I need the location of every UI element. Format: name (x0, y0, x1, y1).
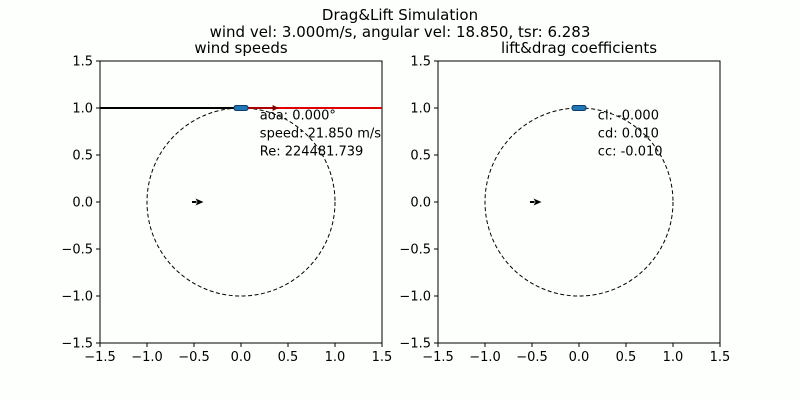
y-tick-label: 1.0 (72, 102, 93, 117)
x-tick-label: 0.0 (569, 350, 590, 365)
annotation-text: aoa: 0.000° (260, 108, 336, 123)
panel-title-wind-speeds: wind speeds (194, 39, 288, 57)
y-tick-label: 1.5 (72, 55, 93, 70)
x-tick-label: −1.5 (422, 350, 454, 365)
y-tick-label: −0.5 (61, 243, 93, 258)
annotation-text: cd: 0.010 (598, 126, 659, 141)
wind-speeds-panel: wind speeds −1.5 −1.0 −0.5 0.0 0.5 1.0 1.5 1.5 1… (61, 39, 392, 365)
y-tick-label: 0.0 (72, 196, 93, 211)
y-tick-label: 0.0 (410, 196, 431, 211)
x-tick-label: −1.0 (469, 350, 501, 365)
velocity-arrow-head (272, 105, 279, 111)
wind-arrow-head (533, 198, 542, 206)
annotation-text: cl: -0.000 (598, 108, 659, 123)
figure-subtitle: wind vel: 3.000m/s, angular vel: 18.850,… (210, 23, 591, 41)
lift-drag-panel: lift&drag coefficients −1.5 −1.0 −0.5 0.0 0.… (399, 39, 730, 365)
panel-title-lift-drag: lift&drag coefficients (501, 39, 657, 57)
figure-title: Drag&Lift Simulation (322, 6, 478, 24)
x-tick-label: −1.0 (131, 350, 163, 365)
y-tick-label: −1.5 (61, 337, 93, 352)
x-tick-label: −0.5 (178, 350, 210, 365)
y-tick-label: −0.5 (399, 243, 431, 258)
y-tick-label: 1.0 (410, 102, 431, 117)
y-tick-label: −1.0 (61, 290, 93, 305)
x-tick-label: 1.5 (710, 350, 731, 365)
x-tick-label: 1.0 (663, 350, 684, 365)
y-tick-label: 0.5 (72, 149, 93, 164)
y-tick-label: −1.5 (399, 337, 431, 352)
axes-frame (99, 60, 383, 344)
wind-arrow-head (195, 198, 204, 206)
x-tick-label: 1.5 (372, 350, 393, 365)
x-tick-label: 0.5 (616, 350, 637, 365)
x-tick-label: −1.5 (84, 350, 116, 365)
y-tick-label: 0.5 (410, 149, 431, 164)
blade-marker (571, 105, 587, 111)
annotation-text: Re: 224481.739 (260, 144, 364, 159)
annotation-text: speed: 21.850 m/s (260, 126, 381, 141)
x-tick-label: 0.0 (231, 350, 252, 365)
x-tick-label: 0.5 (278, 350, 299, 365)
y-tick-label: 1.5 (410, 55, 431, 70)
x-tick-label: 1.0 (325, 350, 346, 365)
blade-marker (233, 105, 249, 111)
annotation-text: cc: -0.010 (598, 144, 663, 159)
x-tick-label: −0.5 (516, 350, 548, 365)
y-tick-label: −1.0 (399, 290, 431, 305)
axes-frame (437, 60, 721, 344)
